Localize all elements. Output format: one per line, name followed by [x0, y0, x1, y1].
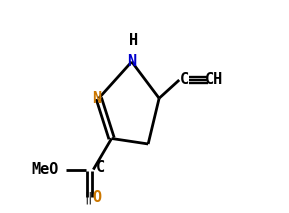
- Text: H: H: [129, 33, 138, 48]
- Text: N: N: [127, 54, 136, 69]
- Text: MeO: MeO: [31, 162, 59, 177]
- Text: N: N: [92, 91, 101, 106]
- Text: CH: CH: [205, 72, 223, 88]
- Text: ‖: ‖: [84, 191, 92, 204]
- Text: C: C: [180, 72, 189, 88]
- Text: O: O: [92, 190, 101, 205]
- Text: C: C: [96, 160, 105, 175]
